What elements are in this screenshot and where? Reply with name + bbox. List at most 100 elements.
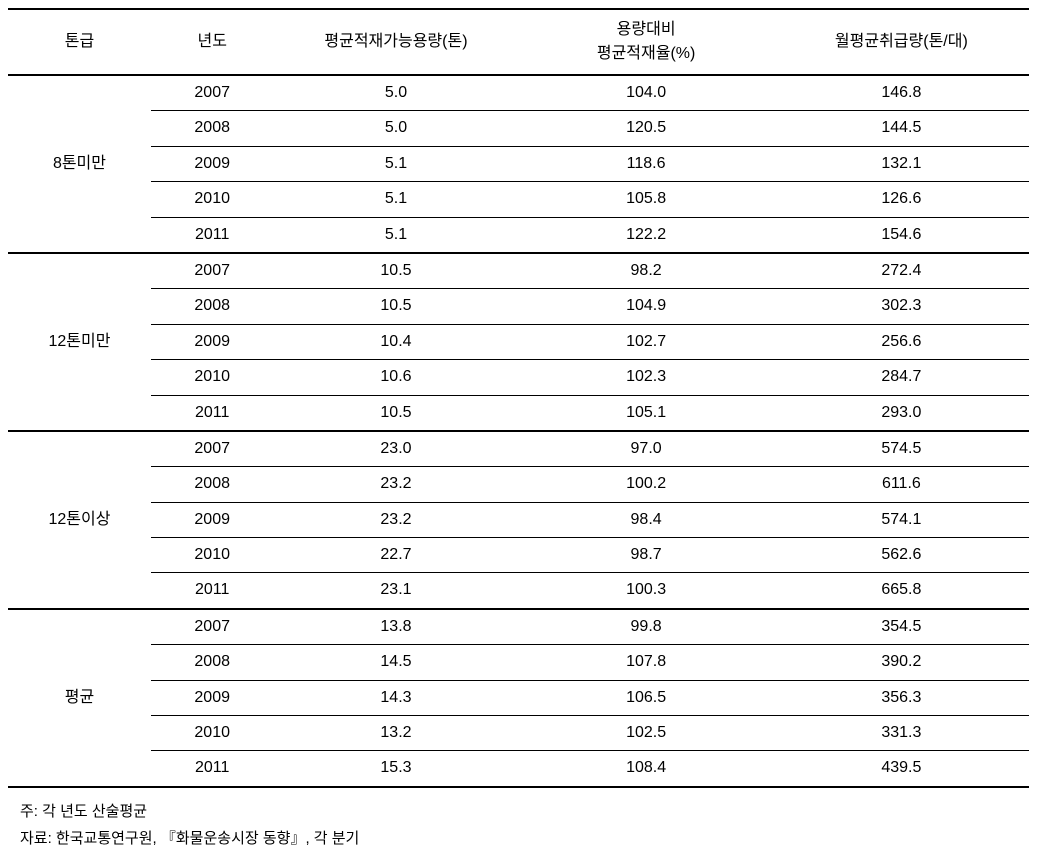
cell-loadrate: 102.3	[518, 360, 773, 395]
table-row: 200914.3106.5356.3	[8, 680, 1029, 715]
table-row: 12톤미만200710.598.2272.4	[8, 253, 1029, 289]
cell-loadrate: 99.8	[518, 609, 773, 645]
header-capacity: 평균적재가능용량(톤)	[273, 9, 518, 75]
group-label: 12톤이상	[8, 431, 151, 609]
table-row: 200923.298.4574.1	[8, 502, 1029, 537]
cell-monthly: 256.6	[774, 324, 1029, 359]
cell-year: 2011	[151, 395, 274, 431]
footnotes: 주: 각 년도 산술평균 자료: 한국교통연구원, 『화물운송시장 동향』, 각…	[8, 798, 1029, 852]
cell-year: 2010	[151, 538, 274, 573]
cell-year: 2011	[151, 573, 274, 609]
cell-monthly: 665.8	[774, 573, 1029, 609]
table-row: 201013.2102.5331.3	[8, 716, 1029, 751]
table-row: 201022.798.7562.6	[8, 538, 1029, 573]
cell-capacity: 10.5	[273, 253, 518, 289]
cell-capacity: 22.7	[273, 538, 518, 573]
table-row: 8톤미만20075.0104.0146.8	[8, 75, 1029, 111]
cell-loadrate: 98.7	[518, 538, 773, 573]
cell-capacity: 23.2	[273, 467, 518, 502]
cell-capacity: 5.1	[273, 146, 518, 181]
cell-monthly: 284.7	[774, 360, 1029, 395]
cell-loadrate: 107.8	[518, 645, 773, 680]
cell-capacity: 10.4	[273, 324, 518, 359]
cell-year: 2009	[151, 502, 274, 537]
cell-capacity: 10.6	[273, 360, 518, 395]
cell-loadrate: 105.8	[518, 182, 773, 217]
cell-loadrate: 122.2	[518, 217, 773, 253]
cell-loadrate: 98.4	[518, 502, 773, 537]
table-row: 평균200713.899.8354.5	[8, 609, 1029, 645]
cell-loadrate: 108.4	[518, 751, 773, 787]
cell-capacity: 5.0	[273, 111, 518, 146]
cell-monthly: 439.5	[774, 751, 1029, 787]
cell-monthly: 132.1	[774, 146, 1029, 181]
table-row: 201123.1100.3665.8	[8, 573, 1029, 609]
cell-monthly: 611.6	[774, 467, 1029, 502]
cell-capacity: 15.3	[273, 751, 518, 787]
table-row: 20085.0120.5144.5	[8, 111, 1029, 146]
header-loadrate: 용량대비평균적재율(%)	[518, 9, 773, 75]
footnote-note: 주: 각 년도 산술평균	[20, 798, 1029, 825]
cell-monthly: 126.6	[774, 182, 1029, 217]
cell-monthly: 302.3	[774, 289, 1029, 324]
cell-year: 2007	[151, 431, 274, 467]
table-row: 12톤이상200723.097.0574.5	[8, 431, 1029, 467]
cell-loadrate: 118.6	[518, 146, 773, 181]
group-label: 8톤미만	[8, 75, 151, 253]
cell-monthly: 331.3	[774, 716, 1029, 751]
cell-loadrate: 97.0	[518, 431, 773, 467]
cell-loadrate: 106.5	[518, 680, 773, 715]
cell-monthly: 562.6	[774, 538, 1029, 573]
cell-monthly: 574.5	[774, 431, 1029, 467]
cell-capacity: 5.1	[273, 182, 518, 217]
cell-year: 2010	[151, 360, 274, 395]
cell-year: 2011	[151, 217, 274, 253]
cell-capacity: 5.1	[273, 217, 518, 253]
table-row: 20095.1118.6132.1	[8, 146, 1029, 181]
cell-loadrate: 98.2	[518, 253, 773, 289]
table-row: 20105.1105.8126.6	[8, 182, 1029, 217]
header-year: 년도	[151, 9, 274, 75]
table-row: 20115.1122.2154.6	[8, 217, 1029, 253]
cell-year: 2009	[151, 146, 274, 181]
cell-year: 2008	[151, 467, 274, 502]
cell-loadrate: 100.3	[518, 573, 773, 609]
cell-loadrate: 105.1	[518, 395, 773, 431]
cell-monthly: 356.3	[774, 680, 1029, 715]
cell-loadrate: 102.5	[518, 716, 773, 751]
cell-year: 2010	[151, 716, 274, 751]
cell-capacity: 23.1	[273, 573, 518, 609]
table-body: 8톤미만20075.0104.0146.820085.0120.5144.520…	[8, 75, 1029, 787]
cell-monthly: 390.2	[774, 645, 1029, 680]
table-row: 201115.3108.4439.5	[8, 751, 1029, 787]
cell-capacity: 10.5	[273, 289, 518, 324]
cell-capacity: 23.0	[273, 431, 518, 467]
header-tonnage: 톤급	[8, 9, 151, 75]
header-monthly: 월평균취급량(톤/대)	[774, 9, 1029, 75]
table-row: 200814.5107.8390.2	[8, 645, 1029, 680]
cell-capacity: 5.0	[273, 75, 518, 111]
cell-loadrate: 100.2	[518, 467, 773, 502]
table-row: 201110.5105.1293.0	[8, 395, 1029, 431]
cell-capacity: 23.2	[273, 502, 518, 537]
cell-year: 2009	[151, 680, 274, 715]
cell-capacity: 14.5	[273, 645, 518, 680]
cell-capacity: 14.3	[273, 680, 518, 715]
footnote-source: 자료: 한국교통연구원, 『화물운송시장 동향』, 각 분기	[20, 825, 1029, 852]
cell-year: 2008	[151, 645, 274, 680]
group-label: 평균	[8, 609, 151, 787]
cell-year: 2007	[151, 253, 274, 289]
cell-year: 2010	[151, 182, 274, 217]
cell-year: 2008	[151, 111, 274, 146]
cell-year: 2011	[151, 751, 274, 787]
cell-loadrate: 102.7	[518, 324, 773, 359]
table-row: 200810.5104.9302.3	[8, 289, 1029, 324]
group-label: 12톤미만	[8, 253, 151, 431]
table-row: 201010.6102.3284.7	[8, 360, 1029, 395]
cell-monthly: 293.0	[774, 395, 1029, 431]
cell-loadrate: 104.0	[518, 75, 773, 111]
cell-year: 2008	[151, 289, 274, 324]
cell-monthly: 354.5	[774, 609, 1029, 645]
cell-monthly: 574.1	[774, 502, 1029, 537]
cell-monthly: 144.5	[774, 111, 1029, 146]
